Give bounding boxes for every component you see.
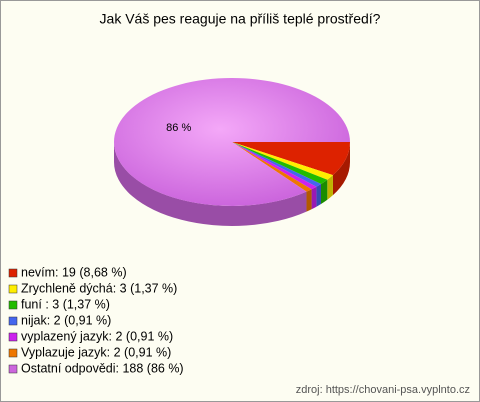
legend-swatch — [8, 316, 18, 326]
slice — [232, 142, 333, 180]
slice-side — [316, 184, 321, 207]
slice-side — [320, 179, 328, 205]
legend-swatch — [8, 332, 18, 342]
legend-label: Vyplazuje jazyk: 2 (0,91 %) — [21, 345, 171, 359]
slice — [232, 142, 321, 187]
slice-side — [327, 175, 333, 200]
data-label: 86 % — [166, 122, 191, 134]
slice — [232, 142, 317, 190]
legend-swatch — [8, 348, 18, 358]
legend-label: funí : 3 (1,37 %) — [21, 297, 110, 311]
slice-side — [311, 186, 317, 210]
slice — [232, 142, 328, 185]
legend-swatch — [8, 268, 18, 278]
chart-title: Jak Váš pes reaguje na příliš teplé pros… — [100, 11, 381, 27]
slice — [113, 78, 350, 206]
slice-side — [332, 142, 350, 196]
legend-swatch — [8, 364, 18, 374]
source: zdroj: https://chovani-psa.vyplnto.cz — [296, 384, 470, 396]
legend-label: Zrychleně dýchá: 3 (1,37 %) — [21, 281, 177, 295]
slice — [232, 142, 350, 176]
slice — [232, 142, 312, 192]
legend-swatch — [8, 300, 18, 310]
slice-side — [113, 142, 307, 227]
legend-label: nevím: 19 (8,68 %) — [21, 265, 127, 279]
legend-label: vyplazený jazyk: 2 (0,91 %) — [21, 329, 173, 343]
slice-side — [306, 189, 312, 212]
legend-label: Ostatní odpovědi: 188 (86 %) — [21, 361, 184, 375]
legend-swatch — [8, 284, 18, 294]
legend-label: nijak: 2 (0,91 %) — [21, 313, 111, 327]
